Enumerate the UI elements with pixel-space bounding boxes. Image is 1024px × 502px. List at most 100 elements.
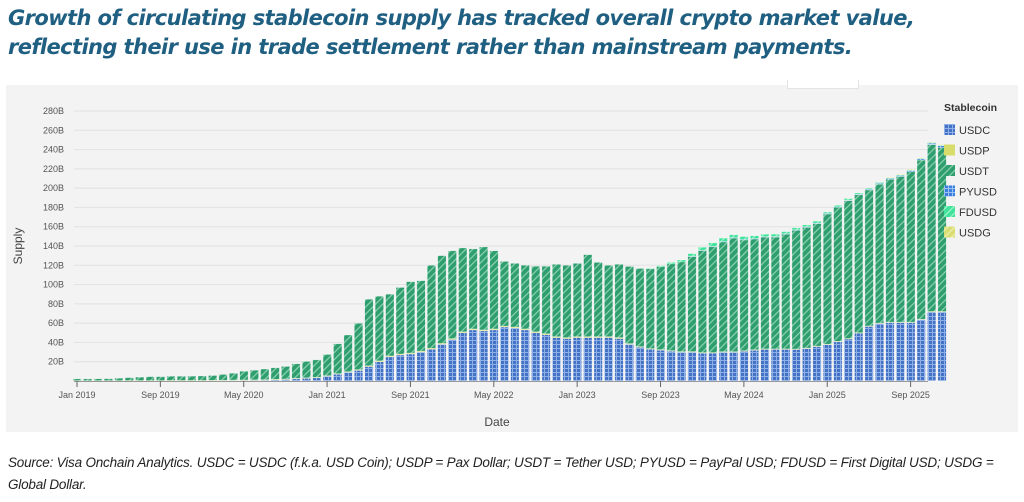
bar-stack[interactable] — [270, 367, 280, 382]
bar-segment-usdc[interactable] — [427, 348, 436, 382]
bar-segment-usdt[interactable] — [270, 367, 280, 380]
bar-segment-usdc[interactable] — [322, 375, 332, 382]
bar-segment-fdusd[interactable] — [656, 265, 666, 267]
bar-segment-fdusd[interactable] — [666, 262, 676, 265]
bar-segment-usdt[interactable] — [645, 268, 655, 349]
bar-stack[interactable] — [437, 255, 447, 382]
bar-segment-usdc[interactable] — [447, 339, 457, 382]
bar-stack[interactable] — [781, 231, 791, 382]
bar-segment-usdc[interactable] — [812, 346, 822, 382]
bar-segment-usdt[interactable] — [572, 263, 582, 337]
bar-segment-usdc[interactable] — [583, 337, 593, 382]
bar-segment-usdc[interactable] — [395, 354, 405, 382]
legend-item-fdusd[interactable]: FDUSD — [944, 206, 997, 219]
bar-stack[interactable] — [677, 259, 687, 382]
bar-segment-usdt[interactable] — [729, 237, 739, 352]
bar-stack[interactable] — [531, 266, 541, 382]
bar-stack[interactable] — [322, 354, 332, 382]
bar-stack[interactable] — [718, 237, 728, 382]
bar-segment-usdt[interactable] — [239, 371, 249, 381]
bar-segment-usdc[interactable] — [531, 332, 541, 382]
bar-stack[interactable] — [729, 234, 739, 382]
bar-segment-usdc[interactable] — [364, 366, 374, 382]
bar-segment-usdc[interactable] — [666, 350, 676, 382]
bar-stack[interactable] — [843, 198, 853, 382]
bar-segment-usdt[interactable] — [156, 376, 166, 381]
bar-segment-fdusd[interactable] — [718, 237, 728, 242]
bar-segment-usdt[interactable] — [541, 266, 551, 334]
bar-segment-usdc[interactable] — [312, 377, 322, 382]
bar-stack[interactable] — [625, 266, 634, 382]
bar-segment-usdt[interactable] — [437, 255, 447, 344]
bar-segment-fdusd[interactable] — [812, 220, 822, 224]
bar-stack[interactable] — [552, 264, 561, 382]
bar-stack[interactable] — [93, 378, 103, 382]
bar-segment-usdc[interactable] — [385, 356, 395, 382]
legend-item-usdp[interactable]: USDP — [944, 144, 990, 158]
bar-segment-usdc[interactable] — [552, 337, 561, 382]
bar-stack[interactable] — [187, 375, 197, 382]
bar-segment-fdusd[interactable] — [833, 205, 843, 208]
bar-stack[interactable] — [822, 211, 832, 382]
bar-stack[interactable] — [572, 263, 582, 382]
bar-stack[interactable] — [239, 371, 249, 382]
bar-segment-usdt[interactable] — [229, 373, 238, 381]
bar-segment-usdc[interactable] — [520, 329, 530, 382]
bar-segment-usdt[interactable] — [635, 268, 645, 347]
bar-segment-usdt[interactable] — [750, 238, 759, 351]
bar-segment-usdc[interactable] — [489, 329, 499, 382]
bar-stack[interactable] — [479, 246, 489, 382]
bar-segment-fdusd[interactable] — [697, 247, 707, 251]
bar-segment-usdt[interactable] — [322, 354, 332, 376]
bar-segment-fdusd[interactable] — [875, 182, 884, 184]
bar-stack[interactable] — [260, 368, 270, 382]
bar-segment-usdt[interactable] — [822, 213, 832, 345]
bar-segment-usdc[interactable] — [572, 337, 582, 382]
bar-stack[interactable] — [114, 377, 124, 382]
bar-segment-usdt[interactable] — [916, 159, 926, 320]
bar-stack[interactable] — [104, 378, 113, 382]
bar-segment-fdusd[interactable] — [739, 236, 749, 240]
bar-segment-usdt[interactable] — [343, 334, 353, 372]
bar-segment-usdt[interactable] — [260, 368, 270, 380]
bar-stack[interactable] — [520, 265, 530, 382]
bar-segment-usdt[interactable] — [176, 376, 186, 381]
bar-segment-usdt[interactable] — [625, 266, 634, 344]
bar-stack[interactable] — [812, 220, 822, 382]
bar-stack[interactable] — [291, 363, 301, 382]
bar-segment-usdc[interactable] — [718, 351, 728, 382]
bar-segment-usdc[interactable] — [833, 341, 843, 382]
bar-segment-fdusd[interactable] — [760, 233, 770, 237]
bar-stack[interactable] — [364, 298, 374, 382]
bar-segment-usdt[interactable] — [552, 264, 561, 337]
bar-stack[interactable] — [906, 169, 916, 382]
bar-stack[interactable] — [208, 375, 218, 382]
bar-segment-usdt[interactable] — [885, 179, 895, 323]
bar-stack[interactable] — [135, 376, 145, 382]
bar-segment-usdt[interactable] — [364, 298, 374, 367]
bar-segment-usdg[interactable] — [885, 177, 895, 179]
bar-stack[interactable] — [885, 177, 895, 382]
bar-segment-usdc[interactable] — [479, 330, 489, 382]
bar-segment-usdt[interactable] — [760, 236, 770, 350]
bar-segment-usdt[interactable] — [864, 189, 874, 327]
bar-segment-usdc[interactable] — [625, 344, 634, 382]
bar-stack[interactable] — [218, 374, 228, 382]
bar-stack[interactable] — [875, 182, 884, 382]
bar-segment-usdt[interactable] — [135, 376, 145, 381]
bar-segment-usdt[interactable] — [406, 281, 416, 354]
bar-segment-usdt[interactable] — [249, 369, 259, 381]
bar-segment-usdt[interactable] — [843, 200, 853, 339]
bar-stack[interactable] — [197, 375, 207, 382]
bar-stack[interactable] — [916, 157, 926, 382]
bar-segment-usdc[interactable] — [562, 338, 572, 382]
legend-item-usdg[interactable]: USDG — [944, 226, 991, 240]
bar-segment-usdt[interactable] — [395, 287, 405, 355]
bar-stack[interactable] — [395, 287, 405, 382]
bar-segment-usdt[interactable] — [510, 263, 520, 328]
bar-segment-usdt[interactable] — [385, 293, 395, 357]
bar-segment-usdt[interactable] — [802, 227, 812, 349]
bar-stack[interactable] — [635, 268, 645, 382]
bar-stack[interactable] — [354, 323, 363, 382]
bar-stack[interactable] — [666, 262, 676, 382]
